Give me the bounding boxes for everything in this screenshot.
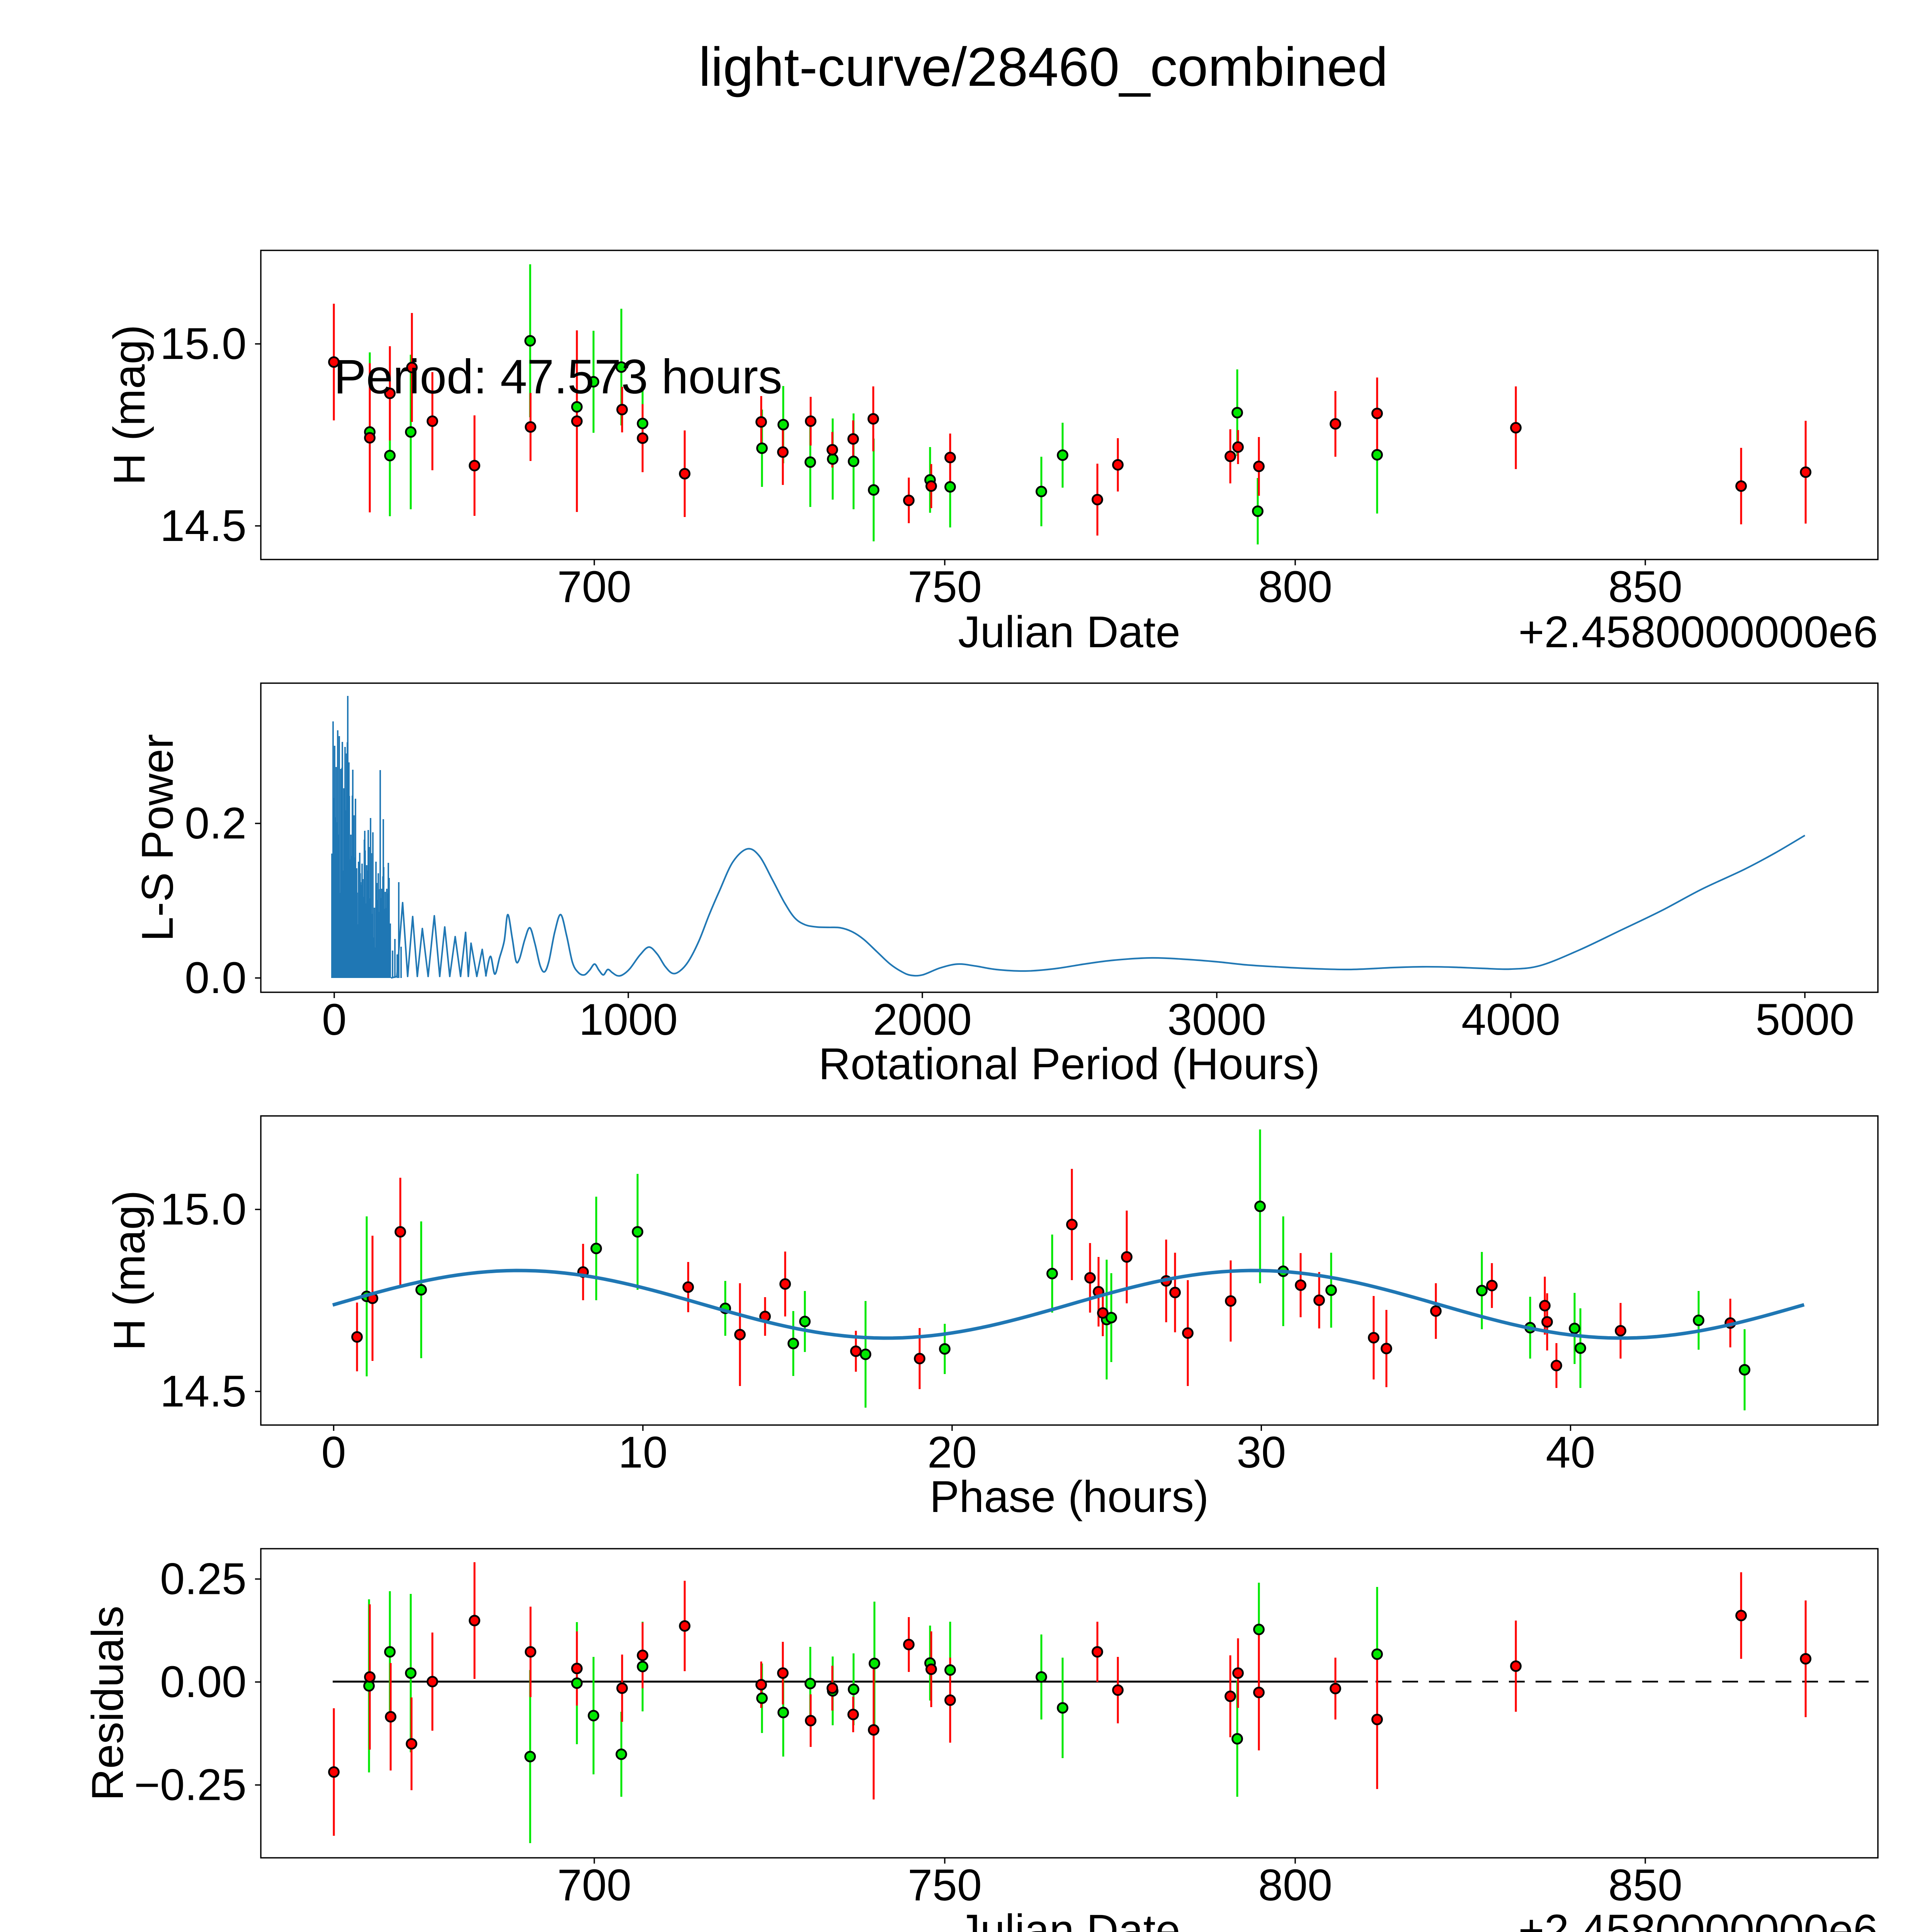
svg-text:700: 700 (557, 1861, 631, 1910)
svg-text:L-S Power: L-S Power (133, 734, 182, 942)
svg-text:15.0: 15.0 (160, 319, 247, 369)
svg-text:Period: 47.573 hours: Period: 47.573 hours (334, 350, 782, 404)
svg-text:750: 750 (908, 562, 982, 612)
svg-text:14.5: 14.5 (160, 1367, 247, 1416)
svg-text:0.00: 0.00 (160, 1657, 247, 1707)
svg-text:0: 0 (321, 1428, 346, 1477)
svg-text:0.2: 0.2 (185, 799, 247, 848)
svg-text:Julian Date: Julian Date (958, 607, 1180, 657)
svg-text:0.25: 0.25 (160, 1554, 247, 1604)
svg-text:5000: 5000 (1755, 995, 1854, 1044)
svg-text:30: 30 (1236, 1428, 1286, 1477)
svg-text:850: 850 (1608, 1861, 1682, 1910)
svg-text:H (mag): H (mag) (105, 1190, 154, 1350)
svg-text:+2.4580000000e6: +2.4580000000e6 (1518, 1906, 1878, 1932)
svg-text:3000: 3000 (1167, 995, 1266, 1044)
svg-text:Phase (hours): Phase (hours) (930, 1472, 1209, 1522)
svg-text:Julian Date: Julian Date (958, 1906, 1180, 1932)
svg-text:0: 0 (322, 995, 347, 1044)
svg-text:40: 40 (1546, 1428, 1595, 1477)
svg-text:2000: 2000 (873, 995, 972, 1044)
svg-text:Rotational Period (Hours): Rotational Period (Hours) (818, 1039, 1320, 1089)
svg-text:light-curve/28460_combined: light-curve/28460_combined (699, 36, 1388, 98)
svg-text:+2.4580000000e6: +2.4580000000e6 (1518, 607, 1878, 657)
svg-text:15.0: 15.0 (160, 1185, 247, 1234)
svg-text:700: 700 (557, 562, 631, 612)
svg-text:4000: 4000 (1461, 995, 1560, 1044)
svg-text:850: 850 (1608, 562, 1682, 612)
svg-text:800: 800 (1258, 1861, 1332, 1910)
svg-text:1000: 1000 (579, 995, 678, 1044)
svg-text:H (mag): H (mag) (105, 325, 154, 485)
svg-text:10: 10 (618, 1428, 668, 1477)
svg-text:0.0: 0.0 (185, 953, 247, 1003)
svg-text:14.5: 14.5 (160, 501, 247, 551)
svg-text:20: 20 (927, 1428, 977, 1477)
svg-text:800: 800 (1258, 562, 1332, 612)
svg-text:750: 750 (908, 1861, 982, 1910)
svg-text:−0.25: −0.25 (134, 1760, 247, 1810)
svg-text:Residuals: Residuals (83, 1606, 133, 1801)
